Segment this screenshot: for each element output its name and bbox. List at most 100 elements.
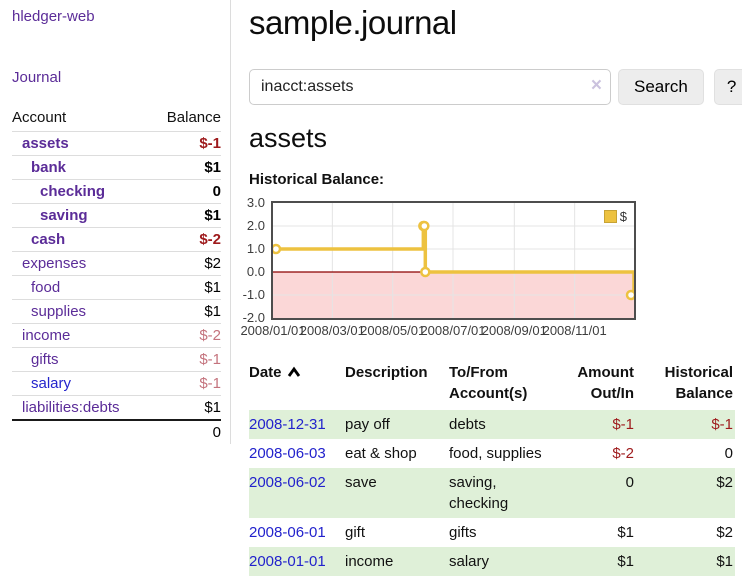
transaction-amount: $-1: [567, 410, 642, 439]
search-button[interactable]: Search: [618, 69, 704, 105]
y-axis-tick-label: 3.0: [246, 195, 265, 210]
account-link-liabilities-debts[interactable]: liabilities:debts: [22, 399, 120, 416]
account-balance: $1: [150, 203, 221, 228]
main-content: sample.journal × Search ? assets Histori…: [231, 0, 742, 576]
account-row-income: income $-2: [12, 323, 221, 348]
help-button[interactable]: ?: [713, 69, 742, 105]
legend-swatch-icon: [603, 210, 617, 223]
transaction-date-link[interactable]: 2008-06-02: [249, 474, 326, 491]
transaction-balance: $1: [642, 547, 735, 576]
y-axis-tick-label: 1.0: [246, 241, 265, 256]
legend-label: $: [619, 209, 627, 224]
accounts-header-balance: Balance: [166, 109, 221, 126]
x-axis-tick-label: 2008/11/01: [542, 323, 607, 338]
account-balance: $-1: [150, 131, 221, 156]
account-link-expenses[interactable]: expenses: [22, 255, 87, 272]
account-row-cash: cash $-2: [12, 227, 221, 252]
transaction-accounts: food, supplies: [449, 445, 542, 462]
clear-search-icon[interactable]: ×: [590, 75, 602, 96]
account-link-salary[interactable]: salary: [31, 375, 72, 392]
transaction-description: gift: [345, 524, 366, 541]
chart-heading: Historical Balance:: [249, 171, 385, 188]
account-link-supplies[interactable]: supplies: [31, 303, 87, 320]
transaction-date-link[interactable]: 2008-12-31: [249, 416, 326, 433]
transaction-balance: 0: [724, 445, 733, 462]
transaction-balance: $2: [642, 468, 735, 518]
register-header-balance: Historical Balance: [664, 364, 733, 402]
y-axis-tick-label: 2.0: [246, 218, 265, 233]
register-row: 2008-01-01 income salary $1 $1: [249, 547, 735, 576]
y-axis-tick-label: 0.0: [246, 264, 265, 279]
account-row-food: food $1: [12, 275, 221, 300]
account-row-saving: saving $1: [12, 203, 221, 228]
transaction-date-link[interactable]: 2008-06-01: [249, 524, 326, 541]
balance-chart[interactable]: 3.0 2.0 1.0 0.0 -1.0 -2.0 2008/01/01 2008/03/01…: [235, 195, 641, 343]
search-form: × Search ?: [249, 69, 742, 105]
register-row: 2008-06-01 gift gifts $1 $2: [249, 518, 735, 547]
transaction-amount: 0: [567, 468, 642, 518]
register-header-date[interactable]: Date: [249, 360, 345, 410]
x-axis-tick-label: 2008/09/01: [481, 323, 547, 338]
x-axis-tick-label: 2008/01/01: [240, 323, 306, 338]
account-link-checking[interactable]: checking: [40, 183, 106, 200]
account-balance: $1: [150, 395, 221, 420]
account-row-liabilities-debts: liabilities:debts $1: [12, 395, 221, 420]
account-link-assets[interactable]: assets: [22, 135, 69, 152]
transaction-description: save: [345, 468, 449, 518]
transaction-date-link[interactable]: 2008-01-01: [249, 553, 326, 570]
y-axis-tick-label: -1.0: [242, 287, 265, 302]
transaction-accounts: gifts: [449, 524, 477, 541]
account-link-income[interactable]: income: [22, 327, 71, 344]
accounts-total-value: 0: [150, 419, 221, 444]
search-input[interactable]: [249, 69, 611, 105]
account-link-food[interactable]: food: [31, 279, 61, 296]
page-title: sample.journal: [249, 4, 457, 41]
register-table: Date Description To/From Account(s) Amou…: [249, 360, 735, 576]
chart-plot-area[interactable]: $: [271, 201, 636, 320]
register-row: 2008-06-02 save saving, checking 0 $2: [249, 468, 735, 518]
app-title-link[interactable]: hledger-web: [12, 8, 95, 25]
accounts-header-account: Account: [12, 109, 67, 126]
account-balance: $-1: [150, 347, 221, 372]
register-header-description: Description: [345, 364, 428, 381]
account-balance: $2: [150, 251, 221, 276]
transaction-description: pay off: [345, 410, 449, 439]
transaction-amount: $1: [567, 547, 642, 576]
x-axis-tick-label: 2008/05/01: [360, 323, 426, 338]
register-header-accounts: To/From Account(s): [449, 364, 528, 402]
transaction-amount: $-2: [612, 445, 634, 462]
accounts-header-row: Account Balance: [12, 106, 221, 132]
x-axis-tick-label: 2008/03/01: [299, 323, 365, 338]
account-row-expenses: expenses $2: [12, 251, 221, 276]
account-link-saving[interactable]: saving: [40, 207, 88, 224]
accounts-total-row: 0: [12, 419, 221, 444]
transaction-accounts: saving, checking: [449, 468, 567, 518]
sort-ascending-icon: [287, 363, 301, 384]
accounts-table: Account Balance assets $-1 bank $1 check…: [12, 106, 221, 444]
nav-journal-link[interactable]: Journal: [12, 69, 62, 86]
transaction-accounts: salary: [449, 547, 567, 576]
account-link-bank[interactable]: bank: [31, 159, 67, 176]
register-header-amount: Amount Out/In: [577, 364, 634, 402]
account-balance: $1: [150, 155, 221, 180]
app-brand: hledger-web: [12, 8, 221, 25]
x-axis-tick-label: 2008/07/01: [420, 323, 486, 338]
account-balance: $-1: [150, 371, 221, 396]
account-balance: $-2: [150, 323, 221, 348]
account-row-gifts: gifts $-1: [12, 347, 221, 372]
account-heading: assets: [249, 123, 328, 153]
y-axis-tick-label: -2.0: [242, 310, 265, 325]
account-balance: 0: [150, 179, 221, 204]
transaction-balance: $2: [716, 524, 733, 541]
account-row-checking: checking 0: [12, 179, 221, 204]
transaction-amount: $1: [617, 524, 634, 541]
transaction-date-link[interactable]: 2008-06-03: [249, 445, 326, 462]
register-header-date-label: Date: [249, 364, 282, 381]
account-link-cash[interactable]: cash: [31, 231, 66, 248]
account-link-gifts[interactable]: gifts: [31, 351, 59, 368]
transaction-description: eat & shop: [345, 445, 417, 462]
transaction-accounts: debts: [449, 410, 567, 439]
account-balance: $1: [150, 299, 221, 324]
account-row-salary: salary $-1: [12, 371, 221, 396]
